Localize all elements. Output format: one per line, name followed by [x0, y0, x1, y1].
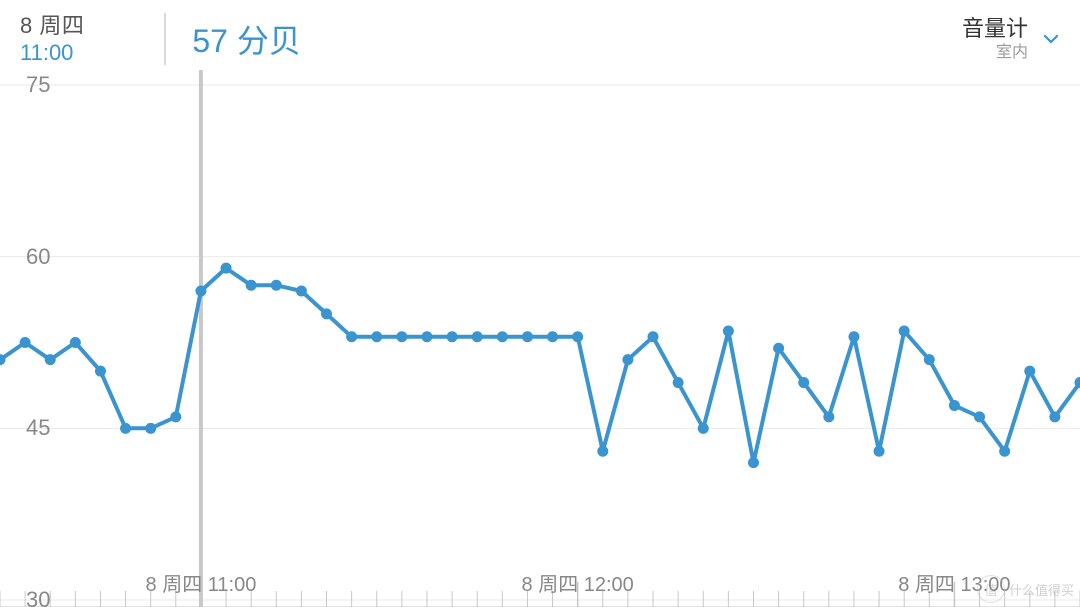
- header-divider: [164, 13, 166, 65]
- x-tick-label: 8 周四 11:00: [146, 568, 257, 597]
- date-label: 8 周四: [20, 12, 84, 40]
- x-tick-label: 8 周四 12:00: [522, 568, 634, 597]
- chevron-down-icon: [1042, 30, 1060, 48]
- metric-title: 音量计: [962, 16, 1028, 42]
- y-tick-label: 45: [26, 415, 50, 441]
- y-tick-label: 75: [26, 72, 50, 98]
- chart[interactable]: 30456075 8 周四 11:008 周四 12:008 周四 13:00 …: [0, 70, 1080, 607]
- metric-selector-text: 音量计 室内: [962, 16, 1028, 62]
- watermark-text: 什么值得买: [1009, 580, 1074, 599]
- y-tick-label: 60: [26, 244, 50, 270]
- header: 8 周四 11:00 57 分贝 音量计 室内: [0, 0, 1080, 70]
- selected-datetime: 8 周四 11:00: [20, 12, 84, 67]
- line-chart-svg: [0, 70, 1080, 607]
- watermark: 值 什么值得买: [977, 575, 1074, 603]
- current-value: 57 分贝: [192, 16, 301, 62]
- metric-subtitle: 室内: [962, 43, 1028, 62]
- y-tick-label: 30: [26, 587, 50, 607]
- watermark-icon: 值: [977, 575, 1005, 603]
- time-label: 11:00: [20, 39, 84, 67]
- metric-selector[interactable]: 音量计 室内: [962, 16, 1060, 62]
